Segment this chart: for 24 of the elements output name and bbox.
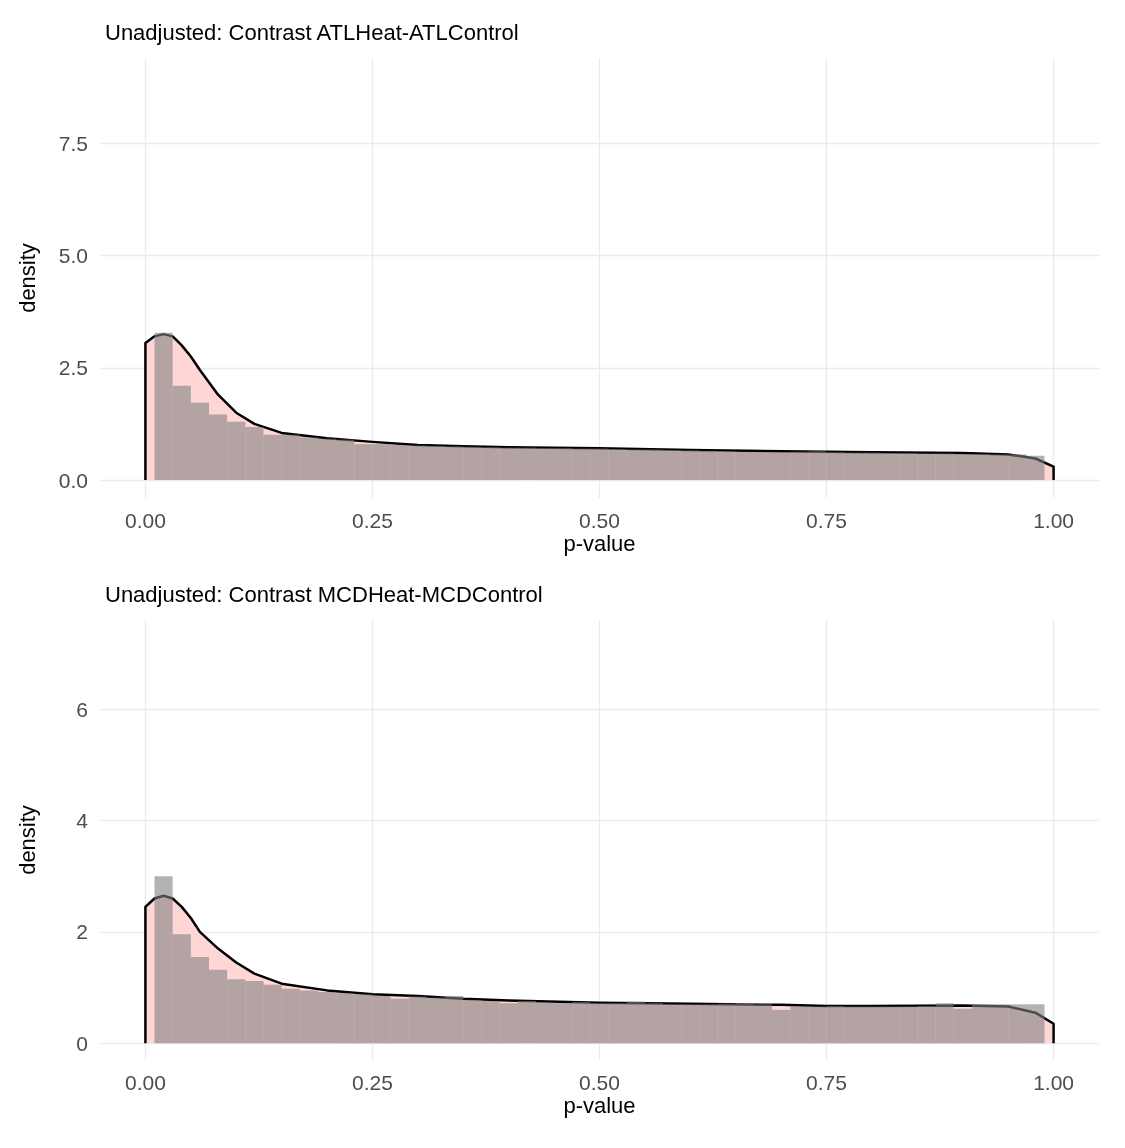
y-tick-label: 7.5 <box>58 131 88 155</box>
x-tick-label: 1.00 <box>1033 1071 1075 1094</box>
chart-title: Unadjusted: Contrast MCDHeat-MCDControl <box>105 581 543 607</box>
y-tick-label: 4 <box>76 809 89 833</box>
chart-title: Unadjusted: Contrast ATLHeat-ATLControl <box>105 19 519 45</box>
y-axis-title: density <box>14 243 40 313</box>
y-tick-label: 6 <box>76 697 88 721</box>
x-tick-label: 0.50 <box>579 1071 620 1094</box>
x-tick-label: 1.00 <box>1033 509 1075 532</box>
y-tick-label: 0 <box>76 1031 88 1055</box>
x-tick-label: 0.25 <box>352 1071 393 1094</box>
x-tick-label: 0.25 <box>352 509 393 532</box>
y-axis-title: density <box>14 805 40 875</box>
x-axis-title: p-value <box>563 530 636 556</box>
x-tick-label: 0.50 <box>579 509 620 532</box>
x-tick-label: 0.00 <box>124 509 166 532</box>
y-tick-label: 0.0 <box>58 468 88 492</box>
y-tick-label: 2.5 <box>58 356 88 380</box>
y-tick-label: 5.0 <box>58 244 88 268</box>
y-tick-label: 2 <box>76 920 88 944</box>
x-tick-label: 0.75 <box>806 509 847 532</box>
x-tick-label: 0.75 <box>806 1071 847 1094</box>
x-tick-label: 0.00 <box>124 1071 166 1094</box>
x-axis-title: p-value <box>563 1092 636 1118</box>
